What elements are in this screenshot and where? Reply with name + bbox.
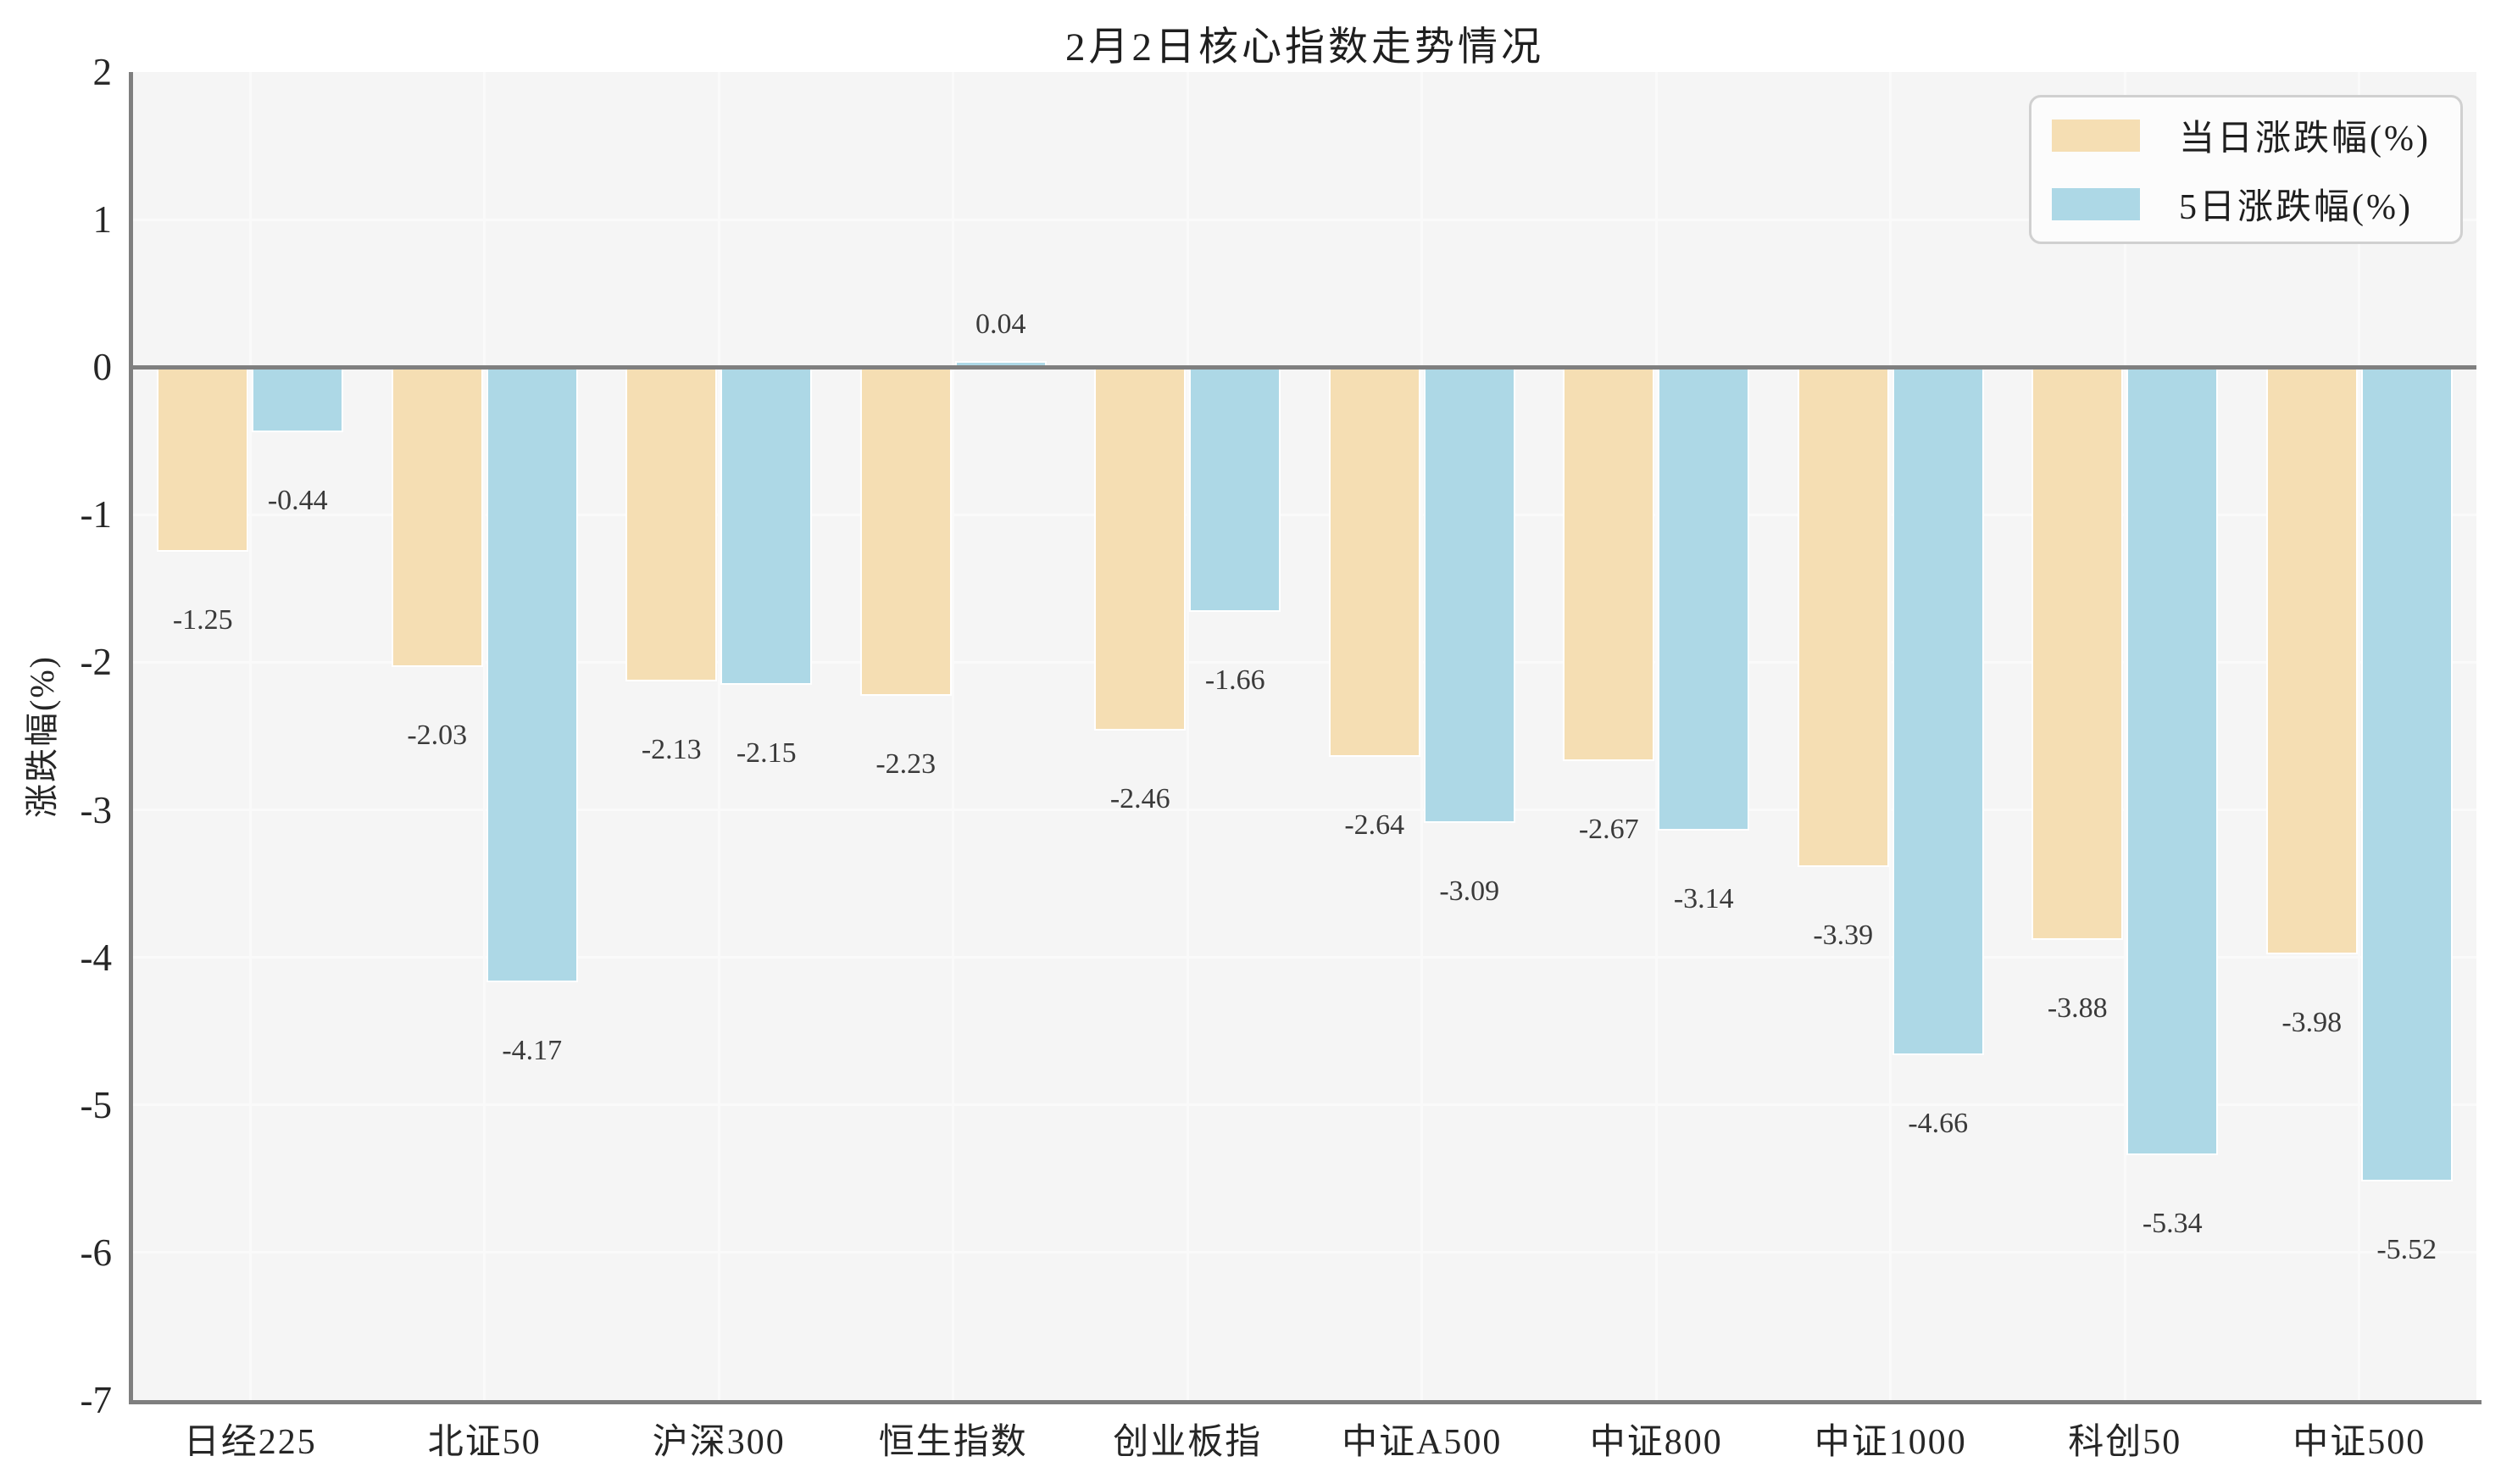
bar-value-label: -3.09 [1439, 875, 1500, 908]
bar-value-label: -3.98 [2281, 1007, 2343, 1039]
y-tick-label: -5 [80, 1083, 113, 1126]
y-tick-label: -7 [80, 1379, 113, 1421]
bar-value-label: -0.44 [267, 484, 328, 516]
v-gridline [952, 72, 955, 1400]
bar-value-label: -2.13 [641, 734, 702, 766]
v-gridline [2358, 72, 2361, 1400]
bar-value-label: -3.88 [2047, 992, 2108, 1024]
y-tick-label: -2 [80, 641, 113, 684]
h-gridline [133, 809, 2476, 812]
bar-daily-3 [859, 367, 952, 697]
bar-value-label: -5.34 [2142, 1207, 2203, 1239]
bar-value-label: -3.39 [1813, 920, 1874, 952]
v-gridline [717, 72, 720, 1400]
bar-daily-4 [1094, 367, 1187, 731]
x-tick-label: 中证800 [1589, 1423, 1723, 1462]
y-tick-label: 1 [92, 198, 113, 242]
bar-5day-4 [1189, 367, 1281, 613]
h-gridline [133, 956, 2476, 959]
h-gridline [133, 513, 2476, 516]
legend: 当日涨跌幅(%) 5日涨跌幅(%) [2029, 95, 2463, 244]
x-tick-label: 日经225 [183, 1423, 317, 1462]
x-tick-label: 沪深300 [652, 1423, 786, 1462]
bar-value-label: -2.64 [1344, 809, 1405, 841]
bar-daily-6 [1563, 367, 1655, 762]
bar-5day-7 [1892, 367, 1984, 1055]
x-axis-spine [129, 1400, 2482, 1404]
y-tick-label: 2 [92, 51, 113, 93]
bar-value-label: -2.03 [407, 719, 468, 751]
x-tick-label: 中证A500 [1342, 1423, 1503, 1462]
bar-value-label: -2.23 [875, 748, 936, 781]
bar-daily-0 [157, 367, 249, 552]
y-tick-label: -1 [80, 493, 113, 536]
bar-value-label: -5.52 [2376, 1234, 2437, 1266]
v-gridline [1420, 72, 1424, 1400]
bar-value-label: -4.66 [1908, 1107, 1969, 1139]
legend-item-5day: 5日涨跌幅(%) [2052, 178, 2460, 230]
bar-value-label: -1.66 [1204, 664, 1265, 697]
y-tick-label: -4 [80, 936, 113, 979]
y-axis-label: 涨跌幅(%) [0, 72, 78, 1400]
h-gridline [133, 1103, 2476, 1107]
x-tick-label: 恒生指数 [878, 1423, 1028, 1462]
bar-value-label: -2.46 [1109, 782, 1170, 814]
chart-title: 2月2日核心指数走势情况 [1065, 25, 1544, 69]
bar-value-label: -4.17 [502, 1035, 563, 1067]
x-tick-label: 中证1000 [1814, 1423, 1967, 1462]
bar-value-label: -2.67 [1578, 814, 1639, 846]
y-tick-label: 0 [92, 346, 113, 389]
bar-daily-2 [625, 367, 718, 682]
x-tick-label: 科创50 [2068, 1423, 2182, 1462]
bar-5day-0 [252, 367, 344, 432]
y-tick-label: -6 [80, 1231, 113, 1274]
legend-item-daily: 当日涨跌幅(%) [2052, 109, 2460, 161]
h-gridline [133, 1251, 2476, 1254]
bar-5day-6 [1658, 367, 1750, 831]
y-tick-label: -3 [80, 788, 113, 831]
x-tick-label: 中证500 [2293, 1423, 2426, 1462]
bar-5day-8 [2126, 367, 2219, 1155]
bar-5day-5 [1423, 367, 1515, 824]
legend-swatch-5day-icon [2052, 187, 2140, 220]
x-tick-label: 创业板指 [1113, 1423, 1263, 1462]
bar-value-label: -3.14 [1673, 882, 1734, 914]
x-tick-label: 北证50 [427, 1423, 542, 1462]
bar-daily-1 [391, 367, 483, 667]
bar-value-label: 0.04 [975, 308, 1026, 341]
y-axis-spine [129, 72, 133, 1404]
bar-5day-1 [486, 367, 578, 983]
v-gridline [1186, 72, 1189, 1400]
bar-5day-2 [720, 367, 813, 685]
v-gridline [2123, 72, 2126, 1400]
bar-value-label: -1.25 [172, 603, 233, 636]
bar-daily-9 [2265, 367, 2358, 955]
v-gridline [483, 72, 486, 1400]
h-gridline [133, 660, 2476, 664]
v-gridline [1889, 72, 1892, 1400]
bar-daily-7 [1797, 367, 1889, 868]
bar-5day-9 [2360, 367, 2453, 1182]
legend-label-daily: 当日涨跌幅(%) [2179, 119, 2431, 158]
v-gridline [248, 72, 252, 1400]
bar-daily-5 [1328, 367, 1420, 757]
legend-label-5day: 5日涨跌幅(%) [2179, 188, 2413, 227]
zero-line [133, 364, 2476, 370]
legend-swatch-daily-icon [2052, 119, 2140, 152]
bar-value-label: -2.15 [736, 736, 797, 769]
v-gridline [1654, 72, 1658, 1400]
bar-daily-8 [2031, 367, 2124, 940]
plot-area: -1.25 -2.03 -2.13 -2.23 -2.46 -2.64 -2.67 -3.39… [133, 72, 2476, 1400]
h-gridline [133, 218, 2476, 221]
